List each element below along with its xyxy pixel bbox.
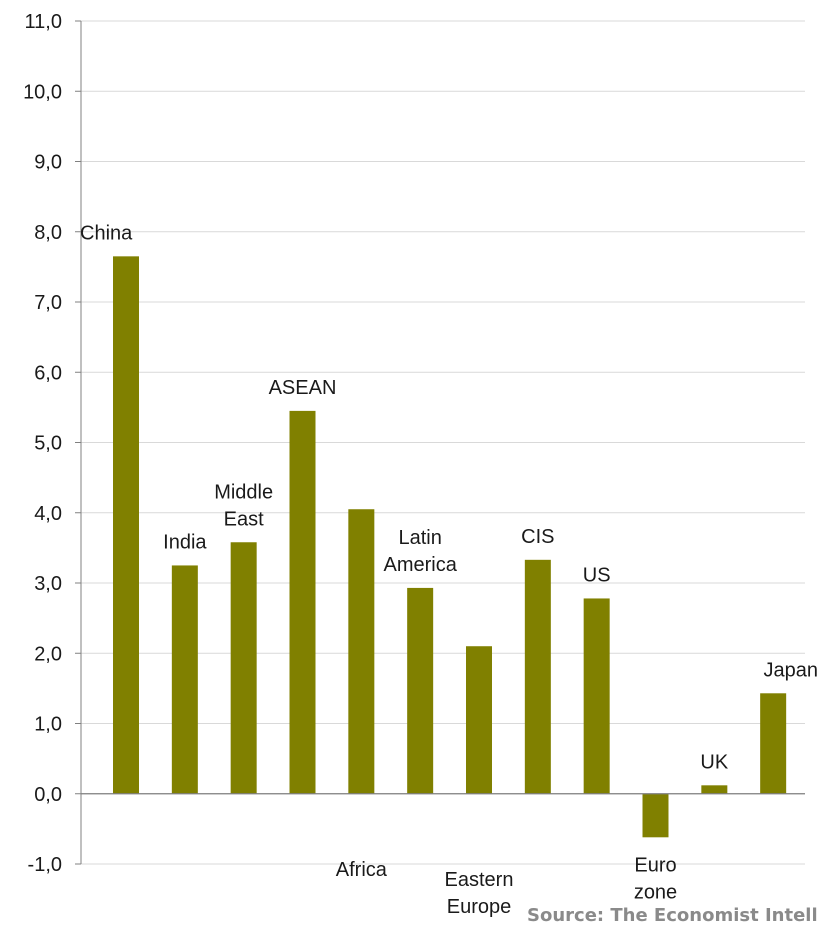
y-tick-label: 3,0 (34, 573, 62, 595)
y-tick-label: 6,0 (34, 362, 62, 384)
category-label: UK (700, 751, 728, 773)
bar (289, 410, 316, 794)
y-tick-label: 2,0 (34, 643, 62, 665)
category-label: Japan (764, 659, 819, 681)
y-tick-label: 8,0 (34, 222, 62, 244)
bar (583, 598, 610, 794)
bar (524, 559, 551, 794)
category-label: Euro zone (634, 854, 677, 903)
y-tick-label: 7,0 (34, 292, 62, 314)
gridlines (75, 20, 805, 865)
bar (348, 509, 375, 794)
category-label: ASEAN (269, 377, 337, 399)
y-tick-label: 0,0 (34, 784, 62, 806)
source-note: Source: The Economist Intell (527, 905, 818, 925)
bars (113, 256, 787, 838)
y-tick-label: 10,0 (23, 81, 62, 103)
y-tick-label: 9,0 (34, 152, 62, 174)
bar (466, 646, 492, 794)
y-tick-label: -1,0 (28, 854, 62, 876)
bar (642, 793, 669, 838)
y-tick-label: 4,0 (34, 503, 62, 525)
bar (230, 542, 257, 794)
axes (80, 21, 805, 864)
y-tick-label: 5,0 (34, 433, 62, 455)
category-label: Eastern Europe (445, 869, 514, 918)
category-labels: China India Middle East ASEAN Africa Latin Amer… (80, 222, 818, 918)
y-tick-label: 11,0 (25, 11, 62, 33)
category-label: CIS (521, 526, 554, 548)
category-label: China (80, 222, 133, 244)
category-label: US (583, 564, 611, 586)
bar (760, 693, 787, 794)
category-label: India (163, 531, 207, 553)
category-label: Middle East (214, 481, 273, 530)
y-tick-label: 1,0 (34, 714, 62, 736)
bar (407, 587, 434, 794)
category-label: Africa (336, 859, 388, 881)
category-label: Latin America (383, 527, 457, 576)
y-tick-labels: -1,0 0,0 1,0 2,0 3,0 4,0 5,0 6,0 7,0 8,0 9,0 10,0 11… (23, 11, 62, 876)
bar (701, 785, 728, 794)
bar (113, 256, 139, 794)
bar (171, 565, 198, 794)
